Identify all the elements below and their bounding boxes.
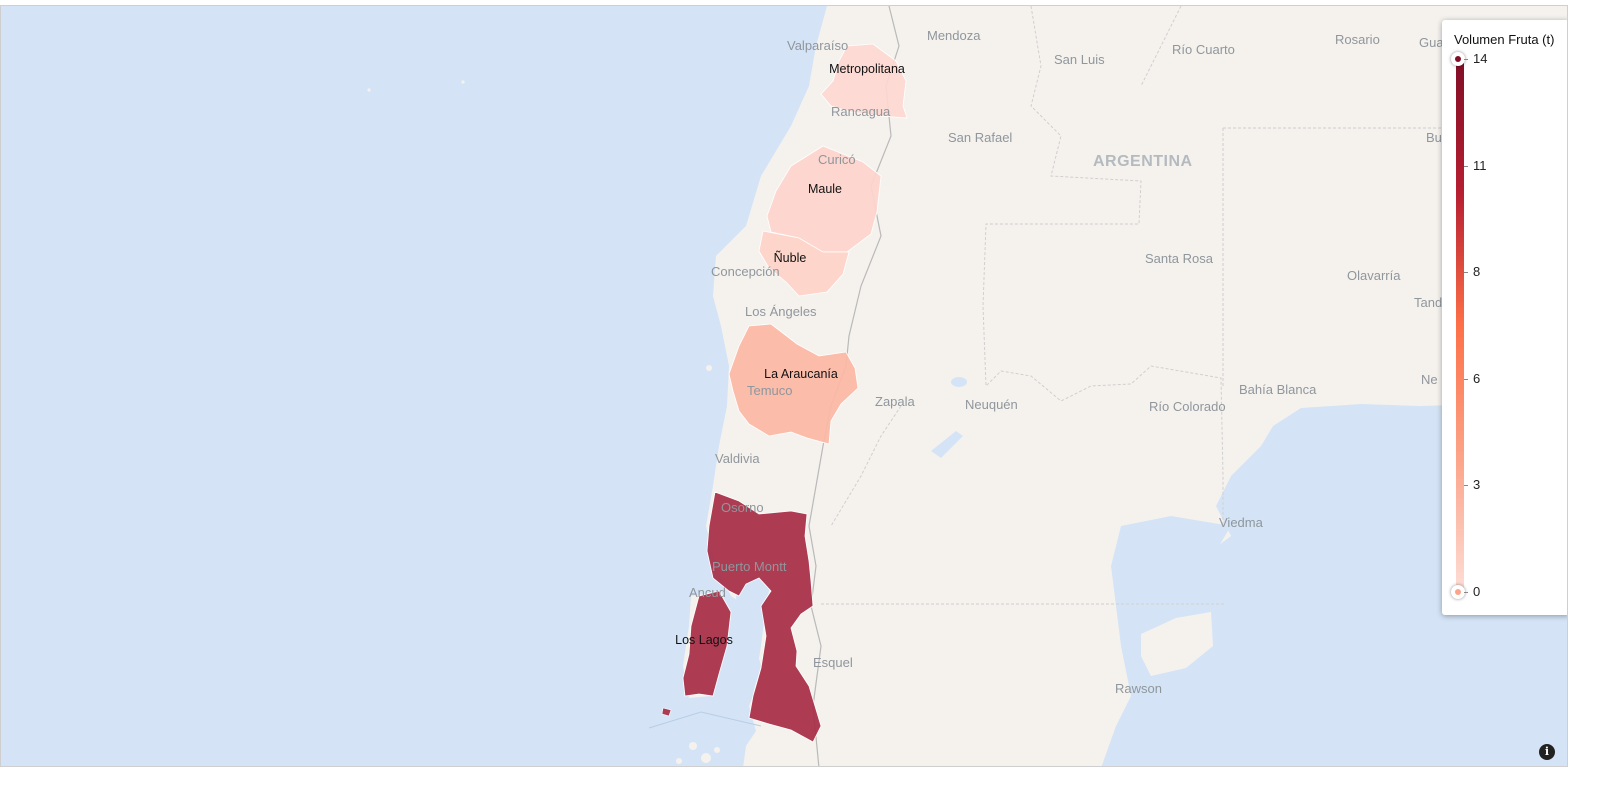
- region-label-maule: Maule: [808, 182, 842, 196]
- legend-min-handle[interactable]: [1451, 585, 1465, 599]
- place-label-bu: Bu: [1426, 130, 1442, 145]
- region-la-araucania[interactable]: [728, 323, 859, 445]
- place-label-rio-cuarto: Río Cuarto: [1172, 42, 1235, 57]
- place-label-puerto-montt: Puerto Montt: [712, 559, 787, 574]
- place-label-viedma: Viedma: [1219, 515, 1264, 530]
- region-los-lagos-mainland[interactable]: [706, 491, 822, 743]
- legend-tick-label: 6: [1473, 370, 1481, 386]
- legend-tick-label: 14: [1473, 51, 1488, 66]
- legend-tick-label: 0: [1473, 584, 1481, 599]
- legend-tick-mark: [1464, 485, 1468, 487]
- place-label-osorno: Osorno: [721, 500, 764, 515]
- valdes-peninsula: [1141, 612, 1213, 676]
- place-label-valparaiso: Valparaíso: [787, 38, 848, 53]
- place-label-concepcion: Concepción: [711, 264, 780, 279]
- inner-sea: [731, 576, 771, 726]
- place-label-rio-colorado: Río Colorado: [1149, 399, 1226, 414]
- lake: [931, 431, 963, 458]
- place-label-san-luis: San Luis: [1054, 52, 1105, 67]
- place-label-gua: Gua: [1419, 35, 1444, 50]
- place-label-zapala: Zapala: [875, 394, 916, 409]
- san-matias-gulf: [1111, 516, 1231, 646]
- land-area: [706, 6, 1567, 766]
- region-label-nuble: Ñuble: [774, 251, 807, 265]
- legend-tick-label: 8: [1473, 264, 1481, 280]
- place-label-neuquen: Neuquén: [965, 397, 1018, 412]
- region-label-los-lagos: Los Lagos: [675, 633, 733, 647]
- legend-tick-mark: [1464, 272, 1468, 274]
- basemap[interactable]: Valparaíso Rancagua Curicó Concepción Los Án…: [1, 6, 1568, 767]
- place-label-san-rafael: San Rafael: [948, 130, 1012, 145]
- legend-tick-label: 11: [1473, 157, 1487, 173]
- legend-tick-mark: [1464, 59, 1468, 60]
- place-label-tan: Tand: [1414, 295, 1442, 310]
- islands: [367, 80, 720, 764]
- place-label-valdivia: Valdivia: [715, 451, 760, 466]
- region-los-lagos-islet[interactable]: [661, 707, 672, 717]
- legend-tick-mark: [1464, 165, 1468, 167]
- place-label-bahia-blanca: Bahía Blanca: [1239, 382, 1317, 397]
- legend-color-bar: [1456, 59, 1464, 592]
- place-label-ancud: Ancud: [689, 585, 726, 600]
- province-borders: [821, 6, 1567, 605]
- place-label-ne: Ne: [1421, 372, 1438, 387]
- legend-title: Volumen Fruta (t): [1454, 32, 1555, 47]
- legend-tick-mark: [1464, 378, 1468, 380]
- choropleth-map[interactable]: Valparaíso Rancagua Curicó Concepción Los Án…: [0, 5, 1568, 767]
- region-nuble[interactable]: [758, 230, 850, 297]
- place-label-temuco: Temuco: [747, 383, 793, 398]
- place-label-esquel: Esquel: [813, 655, 853, 670]
- place-label-los-angeles: Los Ángeles: [745, 304, 817, 319]
- place-label-mendoza: Mendoza: [927, 28, 981, 43]
- place-label-santa-rosa: Santa Rosa: [1145, 251, 1214, 266]
- country-label: ARGENTINA: [1093, 153, 1193, 170]
- legend-max-handle[interactable]: [1451, 52, 1465, 66]
- legend-tick-mark: [1464, 592, 1468, 593]
- legend-tick-label: 3: [1473, 477, 1481, 493]
- maritime-line: [648, 711, 762, 729]
- place-label-rawson: Rawson: [1115, 681, 1162, 696]
- place-label-rancagua: Rancagua: [831, 104, 891, 119]
- lake: [951, 377, 967, 387]
- region-metropolitana[interactable]: [820, 43, 908, 119]
- place-label-olavarria: Olavarría: [1347, 268, 1401, 283]
- info-icon[interactable]: i: [1539, 744, 1555, 760]
- region-los-lagos-chiloe[interactable]: [682, 590, 732, 697]
- color-legend: Volumen Fruta (t) 14 11 8 6 3 0: [1442, 20, 1567, 615]
- region-label-la-araucania: La Araucanía: [764, 367, 838, 381]
- place-label-rosario: Rosario: [1335, 32, 1380, 47]
- place-label-curico: Curicó: [818, 152, 856, 167]
- region-label-metropolitana: Metropolitana: [829, 62, 905, 76]
